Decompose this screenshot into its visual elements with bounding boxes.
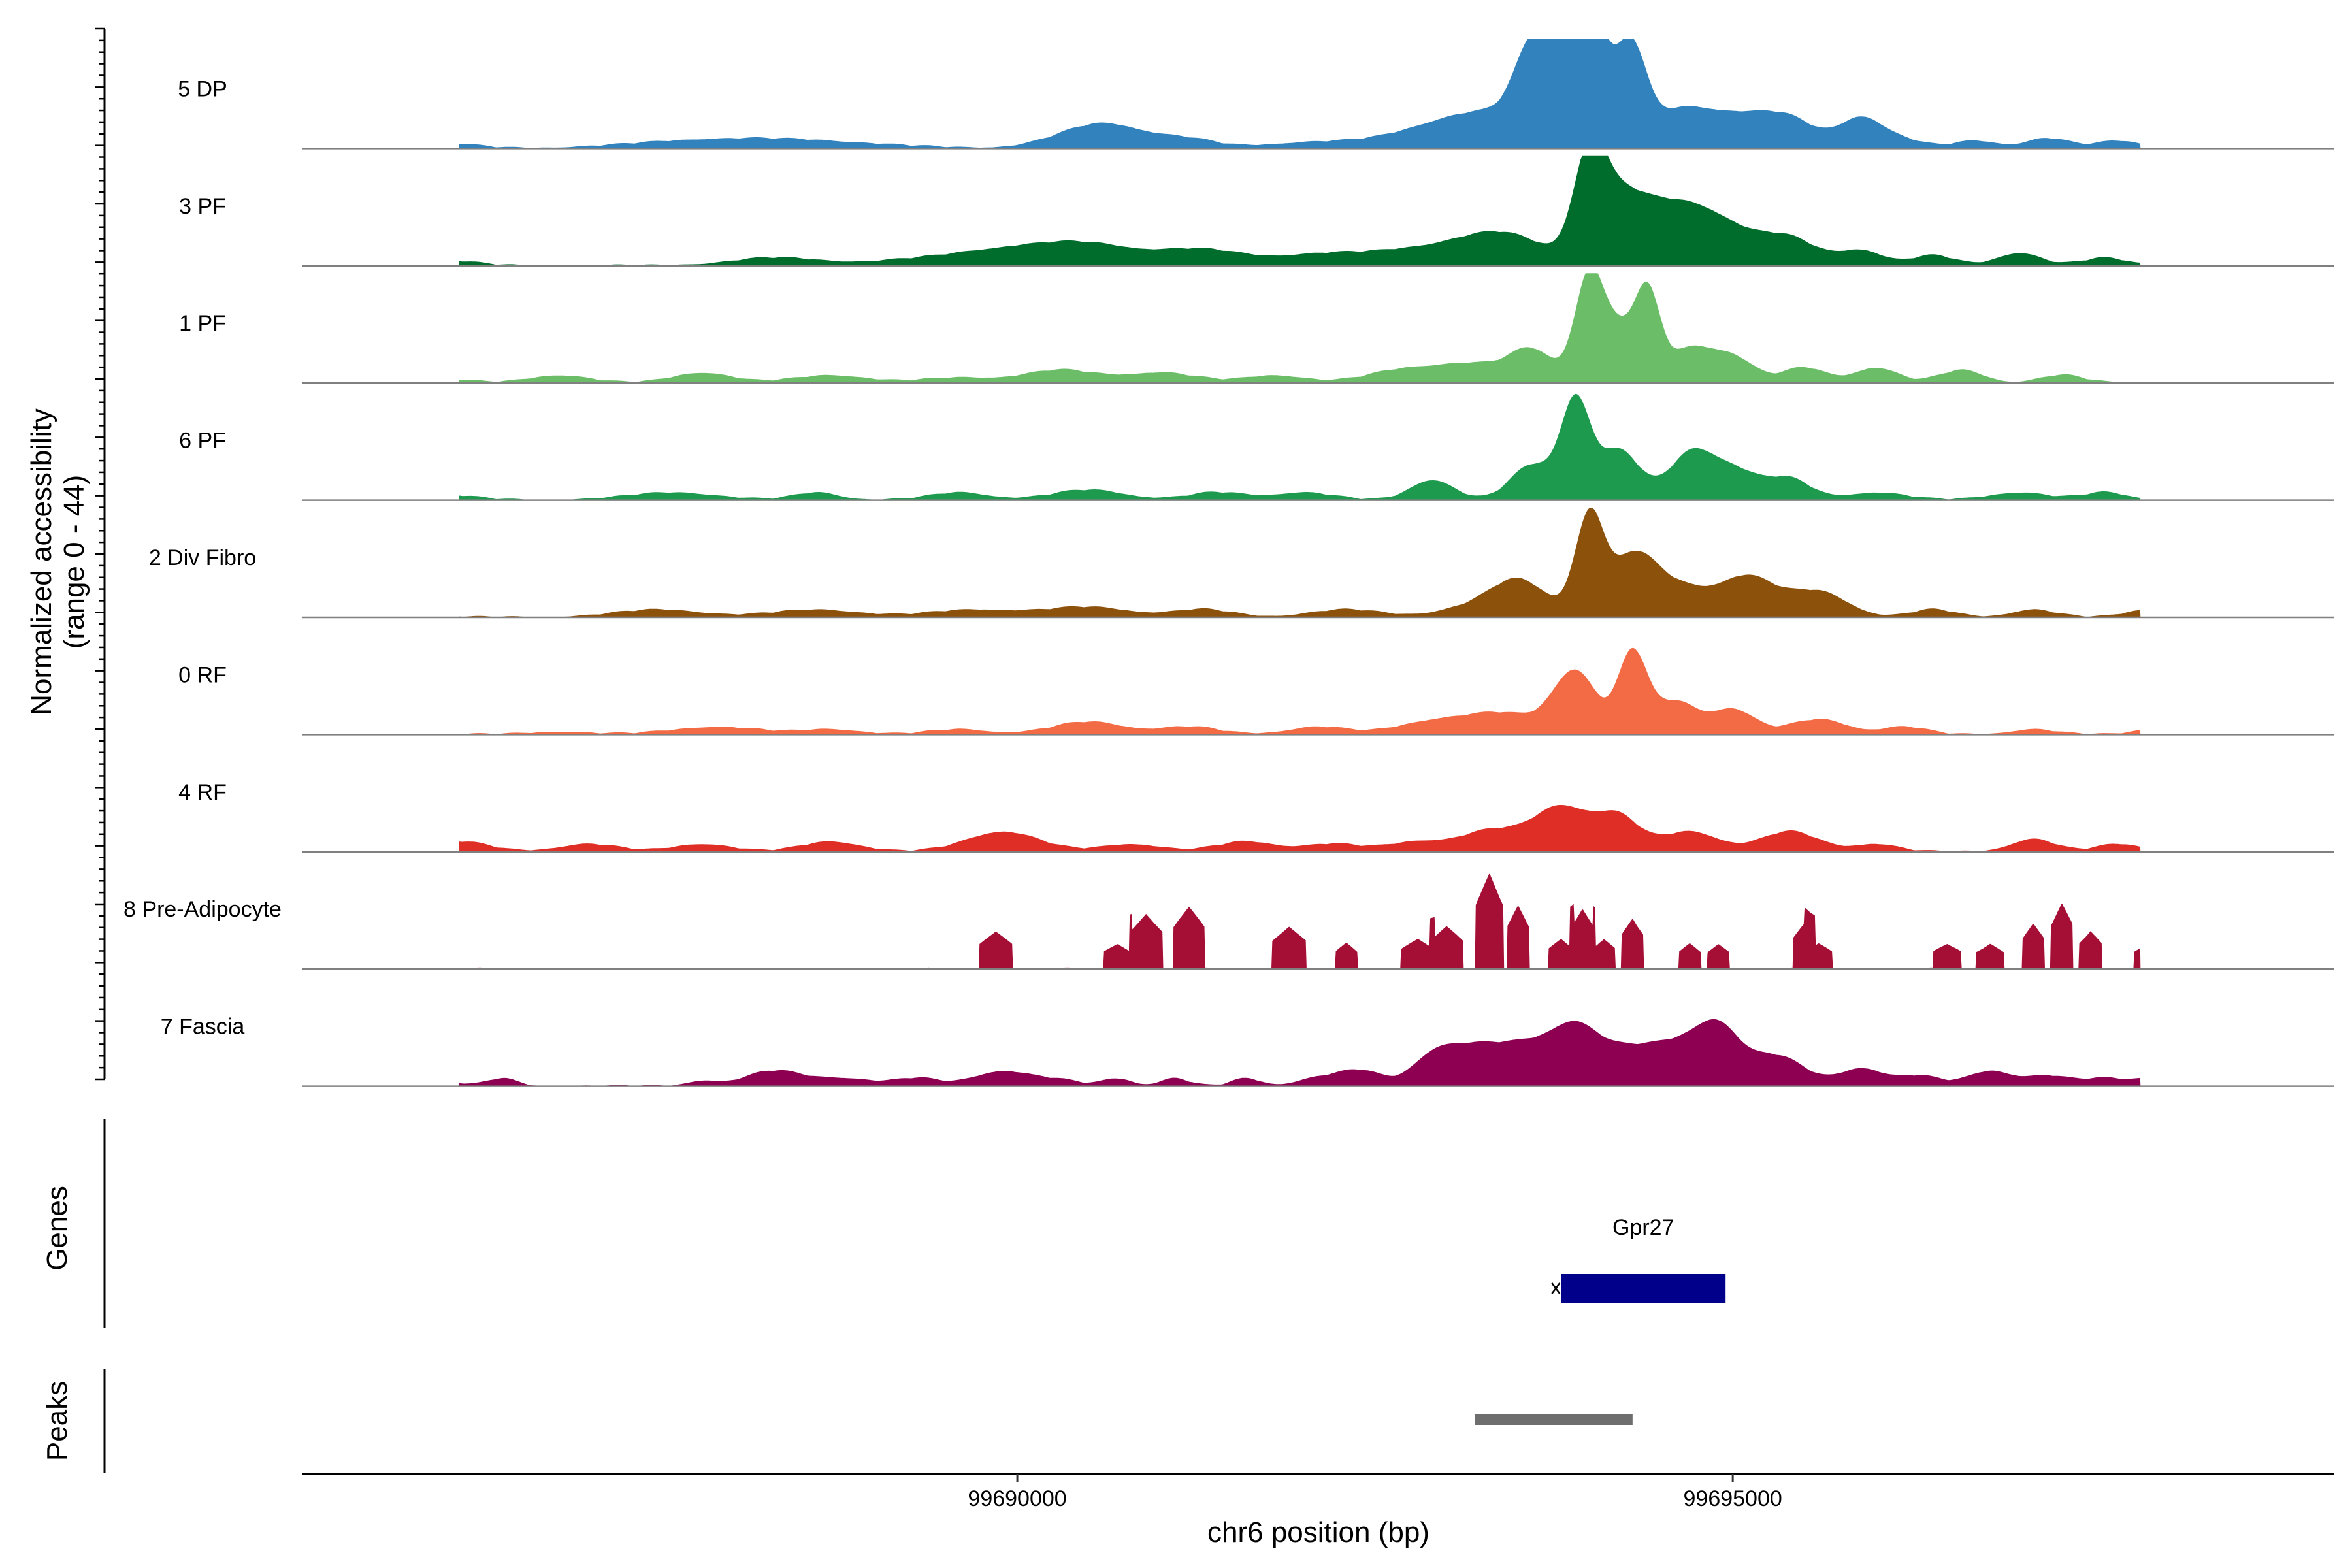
- y-axis-label: Normalized accessibility (range 0 - 44): [25, 408, 90, 715]
- track-label-8-pre-adipocyte: 8 Pre-Adipocyte: [123, 897, 282, 922]
- track-label-6-pf: 6 PF: [179, 429, 226, 453]
- track-label-1-pf: 1 PF: [179, 311, 226, 336]
- track-label-2-div-fibro: 2 Div Fibro: [149, 546, 256, 570]
- peaks-track-label: Peaks: [41, 1381, 73, 1461]
- coverage-area-2-div-fibro: [459, 508, 2141, 617]
- track-1-pf: 1 PF: [179, 273, 2334, 384]
- track-label-4-rf: 4 RF: [178, 780, 227, 805]
- x-axis-title: chr6 position (bp): [1207, 1516, 1429, 1548]
- coverage-area-4-rf: [459, 805, 2141, 852]
- y-axis-label-line2: (range 0 - 44): [58, 475, 90, 649]
- x-tick-label: 99695000: [1684, 1486, 1782, 1511]
- peak-region: [1475, 1414, 1633, 1425]
- coverage-tracks: 5 DP 3 PF 1 PF 6 PF 2 Div Fibro 0 RF 4 RF 8 Pre…: [123, 39, 2334, 1087]
- track-label-7-fascia: 7 Fascia: [161, 1015, 245, 1039]
- track-3-pf: 3 PF: [179, 155, 2334, 267]
- track-7-fascia: 7 Fascia: [161, 1015, 2334, 1087]
- peaks-track: Peaks: [41, 1369, 1633, 1473]
- coverage-area-8-pre-adipocyte: [459, 873, 2141, 970]
- track-label-3-pf: 3 PF: [179, 194, 226, 219]
- track-2-div-fibro: 2 Div Fibro: [149, 508, 2334, 619]
- track-label-5-dp: 5 DP: [178, 76, 227, 101]
- coverage-area-0-rf: [459, 647, 2141, 735]
- coverage-area-1-pf: [459, 273, 2141, 384]
- track-8-pre-adipocyte: 8 Pre-Adipocyte: [123, 873, 2334, 970]
- track-4-rf: 4 RF: [178, 780, 2334, 853]
- genes-track: Genes Gpr27: [41, 1119, 1726, 1328]
- y-axis-label-line1: Normalized accessibility: [25, 408, 57, 715]
- genes-track-label: Genes: [41, 1186, 73, 1271]
- coverage-y-axis: [95, 27, 106, 1081]
- gene-name-label: Gpr27: [1612, 1215, 1674, 1240]
- x-tick-label: 99690000: [968, 1486, 1066, 1511]
- coverage-area-3-pf: [459, 155, 2141, 266]
- coverage-area-7-fascia: [459, 1019, 2141, 1086]
- track-label-0-rf: 0 RF: [178, 662, 227, 687]
- track-6-pf: 6 PF: [179, 393, 2334, 501]
- track-0-rf: 0 RF: [178, 647, 2334, 736]
- gene-body-gpr27: [1561, 1274, 1726, 1303]
- track-5-dp: 5 DP: [178, 39, 2334, 150]
- x-axis: chr6 position (bp) 99690000 99695000: [302, 1473, 2334, 1548]
- coverage-area-5-dp: [459, 39, 2141, 149]
- strand-arrow-icon: [1551, 1282, 1561, 1294]
- coverage-area-6-pf: [459, 393, 2141, 500]
